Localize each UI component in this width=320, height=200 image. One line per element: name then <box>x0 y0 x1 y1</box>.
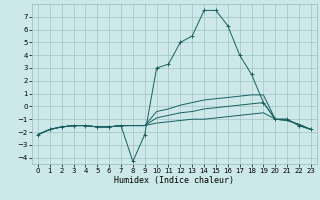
X-axis label: Humidex (Indice chaleur): Humidex (Indice chaleur) <box>115 176 234 185</box>
